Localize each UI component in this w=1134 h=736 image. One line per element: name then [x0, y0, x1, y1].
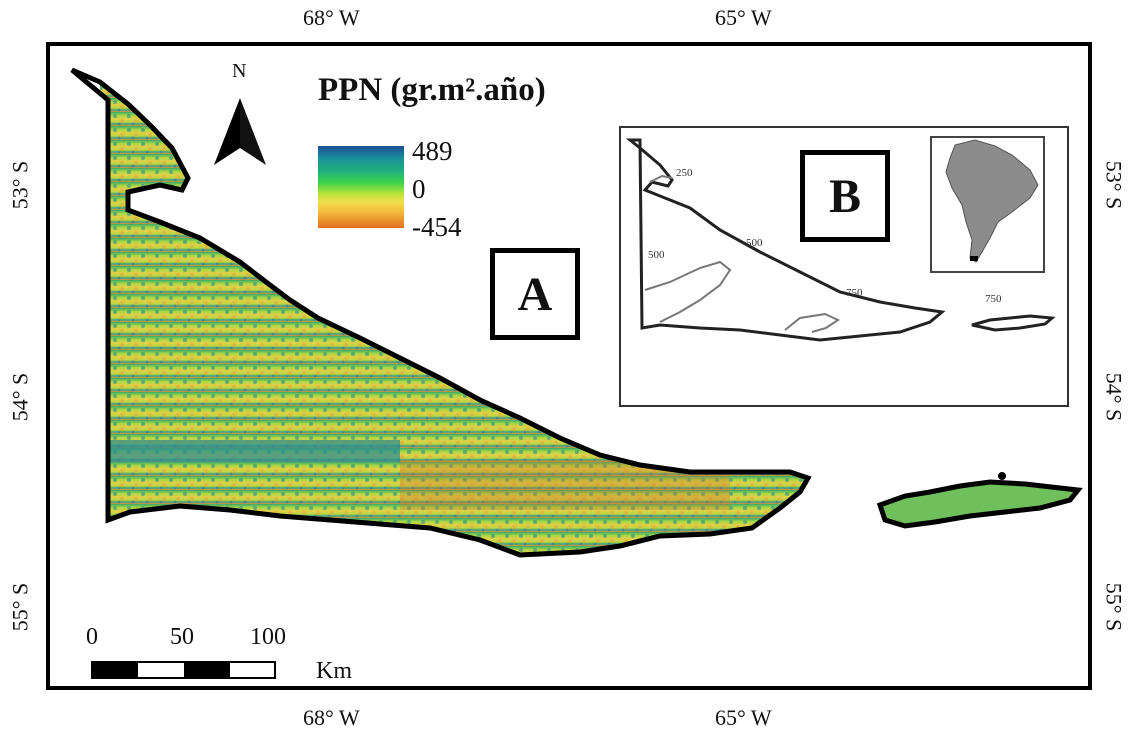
scale-label-100: 100 — [250, 624, 286, 650]
panel-label-a: A — [490, 248, 580, 340]
svg-text:750: 750 — [846, 287, 863, 299]
scale-bar-graphic — [91, 661, 276, 679]
legend-mid-value: 0 — [412, 174, 426, 204]
legend-title: PPN (gr.m².año) — [318, 72, 546, 108]
north-arrow-label: N — [232, 60, 247, 82]
south-america-locator-map — [930, 136, 1045, 273]
scale-label-0: 0 — [86, 624, 98, 650]
legend-color-ramp — [318, 146, 404, 228]
scale-label-50: 50 — [170, 624, 194, 650]
svg-text:500: 500 — [746, 237, 763, 249]
legend-min-value: -454 — [412, 212, 462, 242]
svg-text:500: 500 — [648, 249, 665, 261]
scale-unit: Km — [316, 658, 352, 684]
north-arrow-icon — [214, 98, 266, 165]
lon-tick-top-65w: 65° W — [715, 5, 772, 30]
legend-max-value: 489 — [412, 136, 453, 166]
lon-tick-bottom-65w: 65° W — [715, 705, 772, 730]
lon-tick-top-68w: 68° W — [303, 5, 360, 30]
svg-text:750: 750 — [985, 293, 1002, 305]
lon-tick-bottom-68w: 68° W — [303, 705, 360, 730]
staten-island — [876, 472, 1083, 529]
svg-text:250: 250 — [676, 167, 693, 179]
panel-label-b: B — [800, 150, 890, 242]
